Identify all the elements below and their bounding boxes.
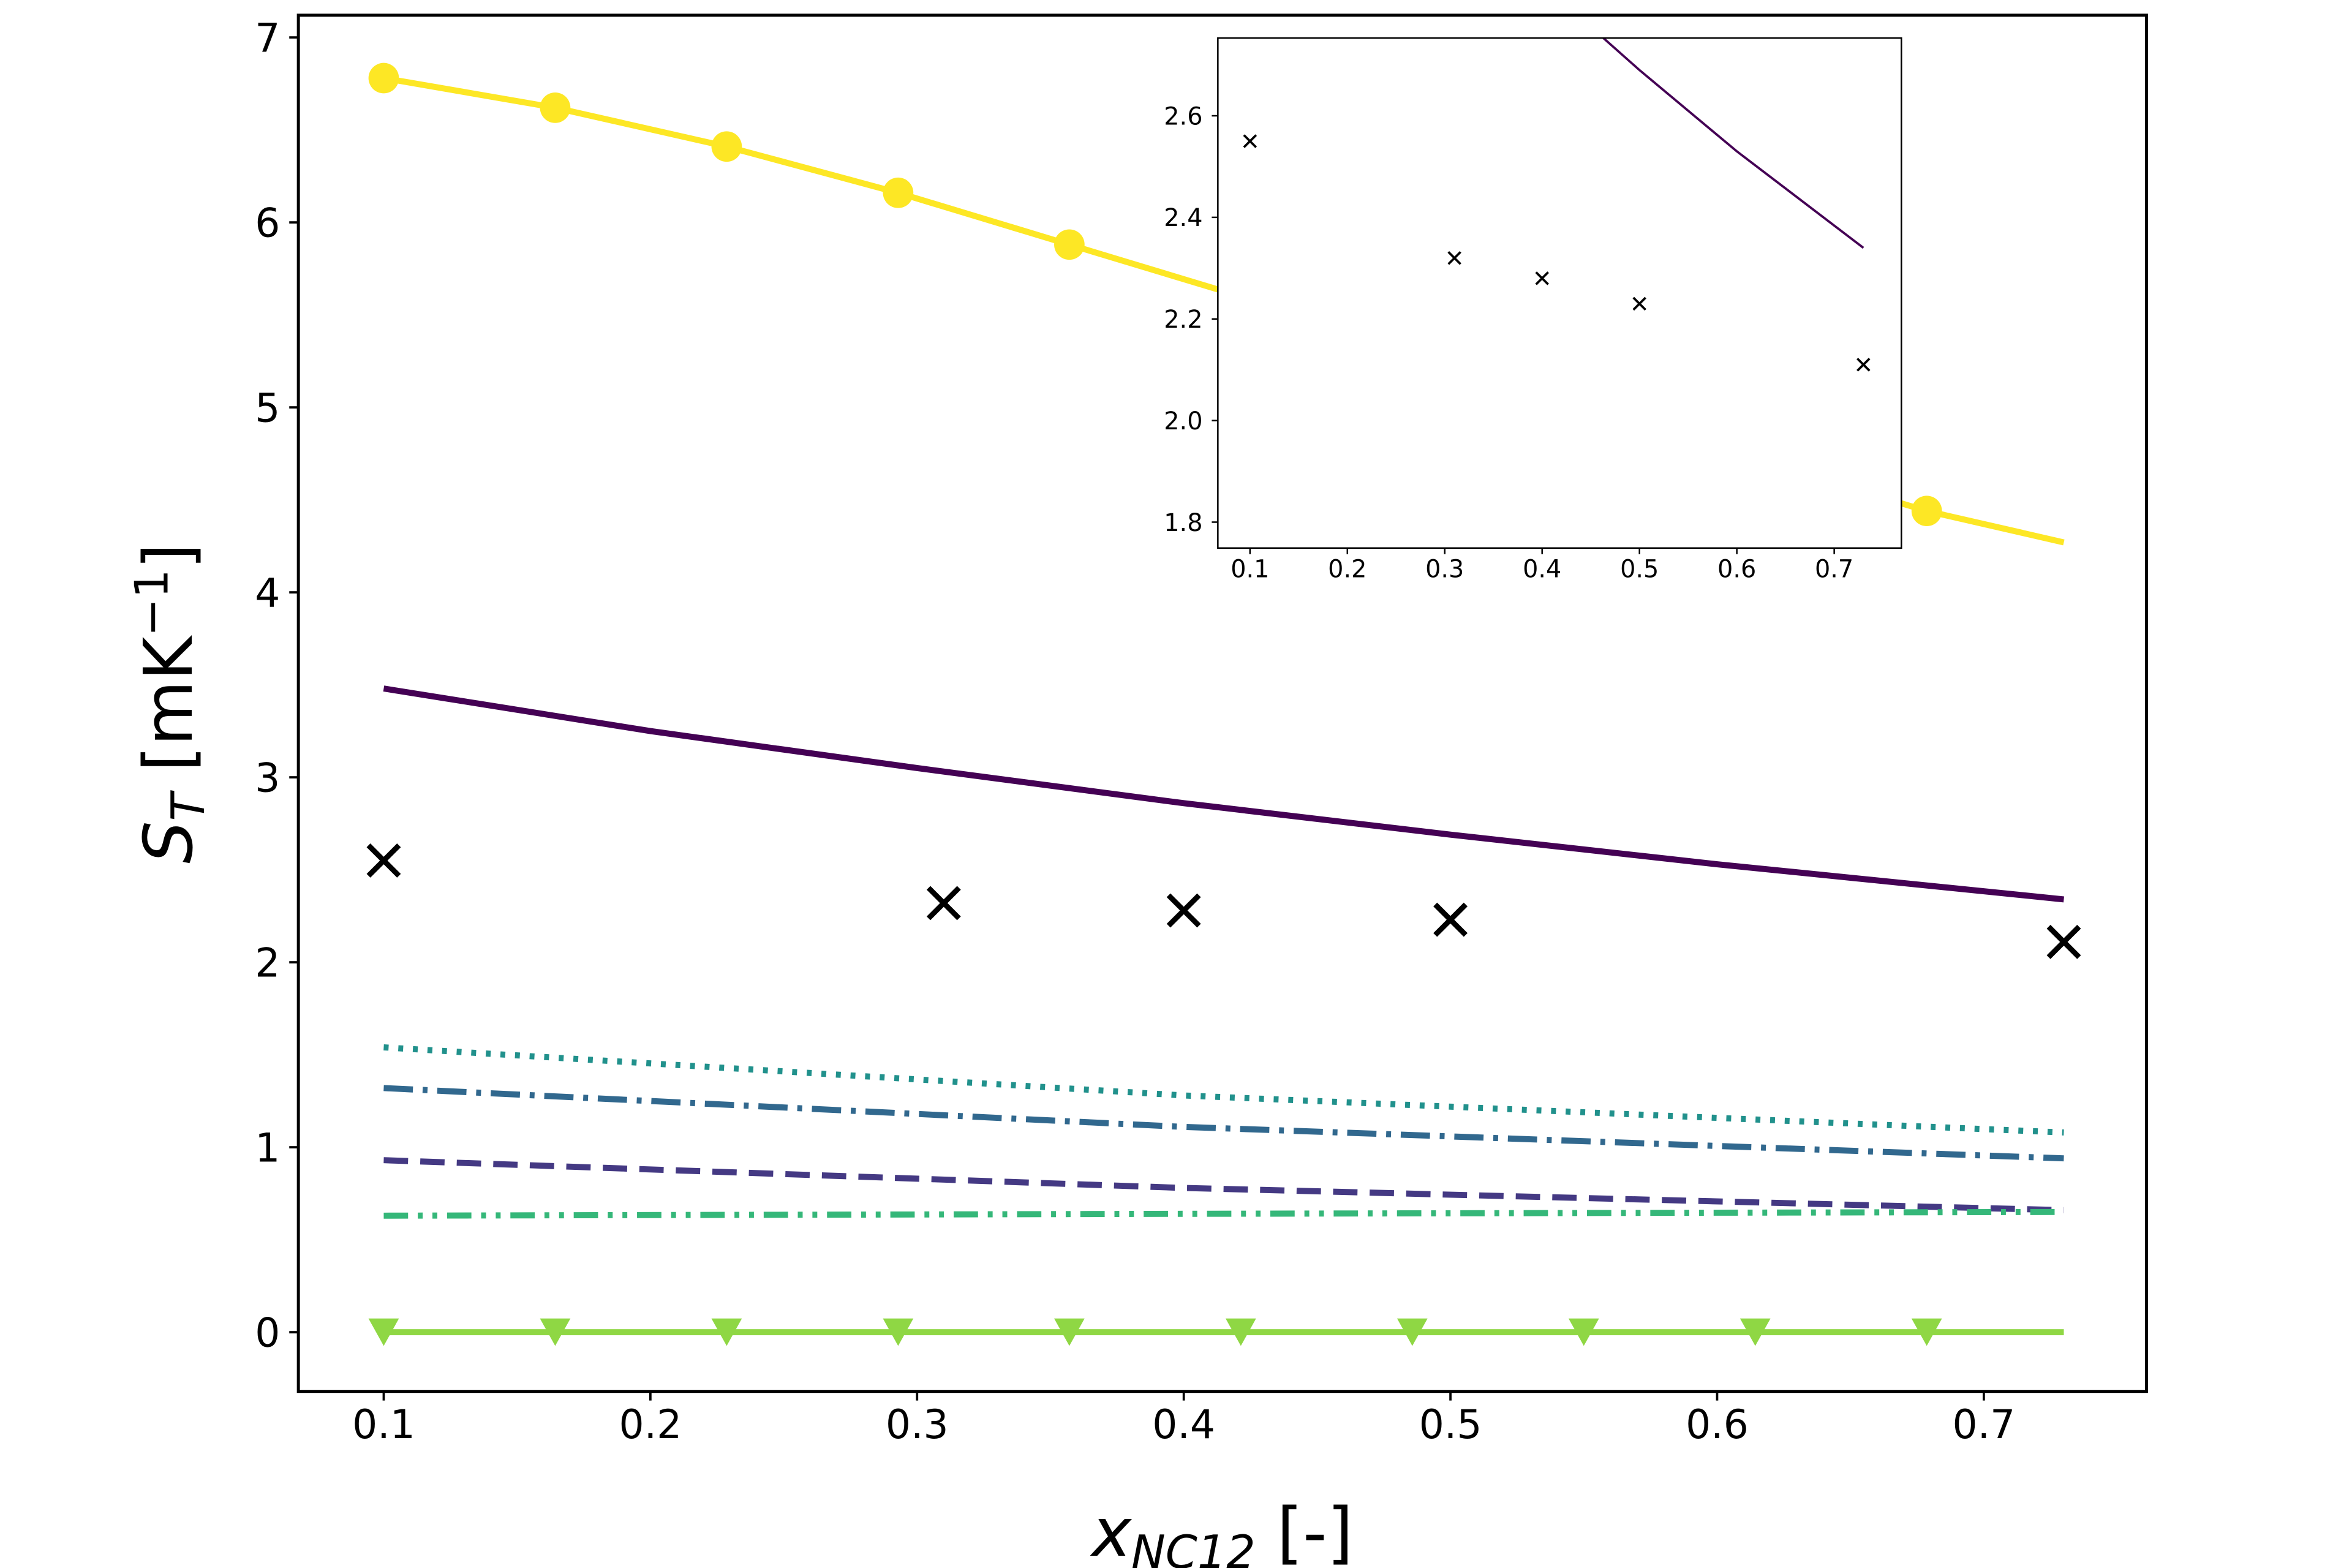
marker [1225, 1318, 1256, 1346]
marker [883, 177, 914, 208]
marker [1243, 134, 1257, 148]
marker [1911, 496, 1942, 527]
series-line [383, 1044, 2064, 1136]
marker [711, 131, 742, 162]
y-tick-label: 2.6 [1164, 102, 1202, 130]
series-line [383, 685, 2064, 903]
marker [1911, 1318, 1942, 1346]
y-tick-label: 6 [255, 200, 280, 246]
x-tick-label: 0.4 [1152, 1402, 1215, 1448]
marker [368, 62, 399, 94]
y-axis-label-part: [mK [129, 635, 208, 793]
axes-frame [296, 13, 2148, 1393]
marker [1396, 1318, 1428, 1346]
series-line [383, 1157, 2064, 1213]
x-tick-label: 0.7 [1815, 555, 1853, 583]
marker [1433, 902, 1468, 937]
marker [1740, 1318, 1771, 1346]
x-tick-label: 0.2 [1328, 555, 1366, 583]
x-tick-label: 0.5 [1620, 555, 1659, 583]
axes-frame [1217, 37, 1902, 549]
marker [1535, 271, 1549, 285]
x-axis-label-part: x [1090, 1493, 1132, 1568]
marker [1166, 893, 1201, 928]
marker [1054, 1318, 1085, 1346]
plot-background [1218, 38, 1902, 548]
marker [366, 843, 401, 878]
axes: 0.1 0.2 0.3 0.4 0.5 0.6 0.7 1.8 2.0 2.2 2.4 2.6 [1164, 37, 1902, 583]
y-tick-label: 1 [255, 1125, 280, 1171]
x-tick-label: 0.4 [1523, 555, 1561, 583]
y-tick-label: 7 [255, 15, 280, 61]
y-tick-label: 0 [255, 1310, 280, 1356]
marker [1054, 229, 1085, 260]
x-tick-label: 0.7 [1952, 1402, 2015, 1448]
x-axis-label-part: NC12 [1131, 1526, 1256, 1568]
x-tick-label: 0.6 [1717, 555, 1756, 583]
plot-area [1243, 38, 1871, 372]
x-tick-label: 0.5 [1419, 1402, 1482, 1448]
marker [1568, 1318, 1599, 1346]
y-axis-label-part: T [162, 790, 215, 821]
marker [1856, 358, 1871, 372]
x-tick-label: 0.6 [1686, 1402, 1749, 1448]
y-tick-label: 5 [255, 385, 280, 431]
marker [368, 1318, 399, 1346]
y-axis-label-part: ] [129, 543, 208, 570]
marker [1632, 296, 1646, 311]
x-tick-label: 0.2 [619, 1402, 682, 1448]
series-line [383, 1208, 2064, 1219]
x-tick-label: 0.1 [1231, 555, 1269, 583]
x-axis-label-part: [-] [1256, 1493, 1354, 1568]
series-line [1601, 38, 1864, 249]
y-tick-label: 2 [255, 940, 280, 986]
y-tick-label: 1.8 [1164, 509, 1202, 537]
marker [2046, 924, 2081, 959]
y-axis-label: ST [mK−1] [125, 543, 215, 864]
y-tick-label: 2.0 [1164, 407, 1202, 435]
y-axis-label-part: −1 [125, 569, 178, 636]
y-tick-label: 2.2 [1164, 306, 1202, 334]
x-tick-label: 0.1 [352, 1402, 415, 1448]
marker [540, 92, 571, 123]
y-tick-label: 3 [255, 755, 280, 801]
marker [1447, 251, 1461, 265]
marker [540, 1318, 571, 1346]
marker [883, 1318, 914, 1346]
y-tick-label: 2.4 [1164, 204, 1202, 232]
x-tick-label: 0.3 [1425, 555, 1464, 583]
x-axis-label: xNC12 [-] [1090, 1493, 1353, 1568]
marker [926, 886, 961, 921]
marker [711, 1318, 742, 1346]
x-tick-label: 0.3 [886, 1402, 949, 1448]
y-axis-label-part: S [129, 821, 208, 863]
y-tick-label: 4 [255, 570, 280, 616]
